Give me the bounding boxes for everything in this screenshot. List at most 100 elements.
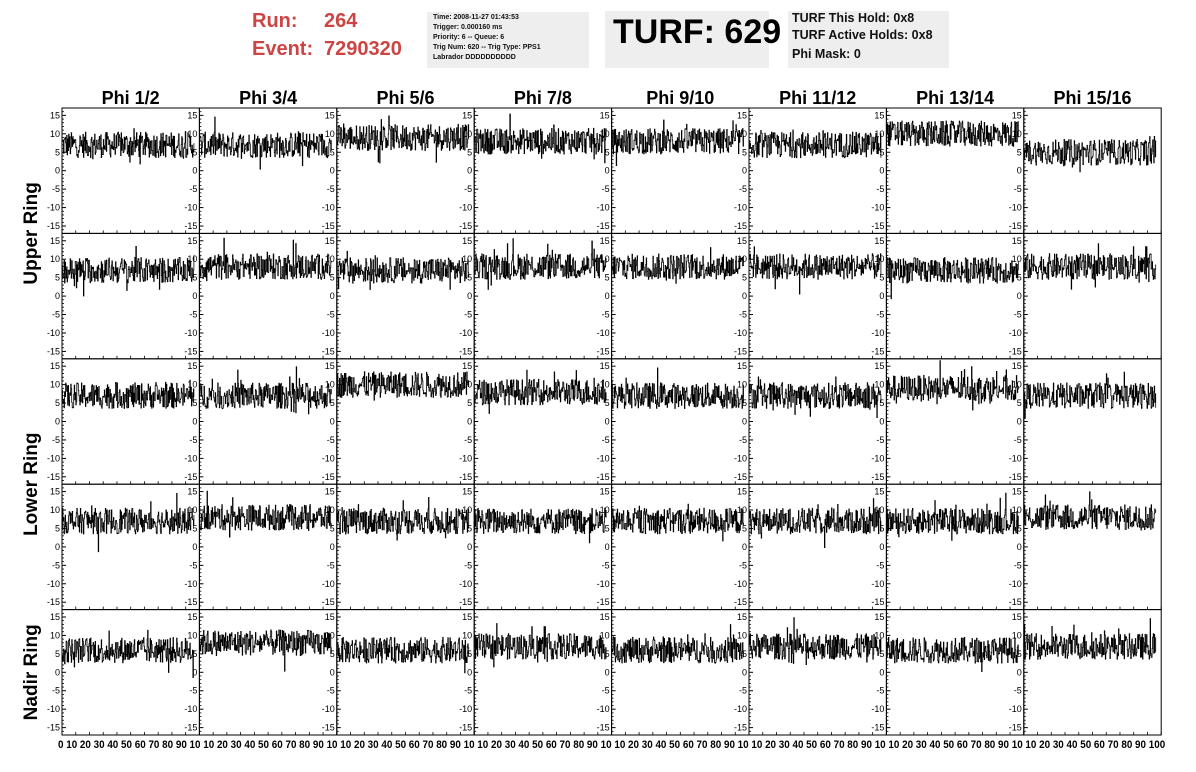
y-tick-label: 0	[742, 166, 747, 176]
y-tick-label: 0	[605, 542, 610, 552]
y-tick-label: -15	[734, 723, 747, 733]
y-tick-label: 0	[192, 291, 197, 301]
y-tick-label: -15	[871, 723, 884, 733]
waveform-trace	[473, 113, 607, 164]
y-tick-label: 0	[742, 667, 747, 677]
row-label: Lower Ring	[21, 432, 42, 535]
y-tick-label: 5	[605, 523, 610, 533]
y-tick-label: -15	[1009, 597, 1022, 607]
panel-frame	[1023, 232, 1162, 360]
y-tick-label: 15	[874, 110, 884, 120]
y-tick-label: -5	[327, 686, 335, 696]
y-tick-label: -10	[184, 203, 197, 213]
y-tick-label: -10	[322, 579, 335, 589]
y-tick-label: 5	[192, 523, 197, 533]
panel-frame	[336, 107, 475, 234]
y-tick-label: -10	[871, 328, 884, 338]
column-title: Phi 3/4	[239, 88, 297, 108]
y-tick-label: -10	[871, 704, 884, 714]
y-tick-label: 10	[50, 630, 60, 640]
y-tick-label: -5	[327, 310, 335, 320]
waveform-trace	[886, 257, 1019, 300]
panel-frame	[748, 107, 887, 234]
y-tick-label: 5	[605, 273, 610, 283]
y-tick-label: -15	[184, 723, 197, 733]
y-tick-label: -5	[1014, 686, 1022, 696]
y-tick-label: 10	[874, 380, 884, 390]
y-tick-label: -5	[464, 686, 472, 696]
y-tick-label: -5	[327, 435, 335, 445]
y-tick-label: -15	[47, 346, 60, 356]
y-tick-label: 10	[325, 630, 335, 640]
panel-frame	[748, 483, 887, 611]
y-tick-label: -10	[1009, 203, 1022, 213]
y-tick-label: 0	[879, 291, 884, 301]
panel-frame	[61, 483, 200, 611]
y-tick-label: 10	[50, 254, 60, 264]
y-tick-label: -10	[871, 579, 884, 589]
y-tick-label: -15	[1009, 221, 1022, 231]
y-tick-label: -5	[602, 310, 610, 320]
event-value: 7290320	[324, 38, 402, 60]
y-tick-label: 0	[55, 542, 60, 552]
y-tick-label: 10	[1012, 129, 1022, 139]
y-tick-label: 10	[462, 505, 472, 515]
y-tick-label: 0	[330, 291, 335, 301]
y-tick-label: 0	[1017, 166, 1022, 176]
y-tick-label: 10	[600, 380, 610, 390]
y-tick-label: 15	[1012, 612, 1022, 622]
y-tick-label: 0	[879, 417, 884, 427]
y-tick-label: -5	[876, 686, 884, 696]
y-tick-label: 10	[462, 254, 472, 264]
y-tick-label: -10	[184, 453, 197, 463]
y-tick-label: 10	[50, 129, 60, 139]
y-tick-label: 15	[325, 110, 335, 120]
waveform-trace	[61, 629, 195, 678]
y-tick-label: -10	[597, 328, 610, 338]
y-tick-label: -10	[597, 704, 610, 714]
y-tick-label: 0	[1017, 542, 1022, 552]
panel-frame	[885, 483, 1025, 611]
waveform-trace	[336, 497, 470, 541]
waveform-trace	[336, 250, 470, 290]
y-tick-label: -10	[322, 453, 335, 463]
y-tick-label: 0	[192, 417, 197, 427]
y-tick-label: -15	[871, 346, 884, 356]
y-tick-label: 5	[1017, 147, 1022, 157]
y-tick-label: 0	[605, 291, 610, 301]
y-tick-label: -5	[602, 686, 610, 696]
y-tick-label: -5	[189, 686, 197, 696]
y-tick-label: 15	[874, 487, 884, 497]
waveform-trace	[473, 369, 607, 414]
info-line-time: Time: 2008-11-27 01:43:53	[433, 14, 519, 21]
y-tick-label: 5	[879, 147, 884, 157]
y-tick-label: -5	[602, 560, 610, 570]
y-tick-label: 15	[187, 612, 197, 622]
y-tick-label: 0	[55, 667, 60, 677]
y-tick-label: -15	[322, 597, 335, 607]
y-tick-label: -5	[876, 435, 884, 445]
column-title: Phi 15/16	[1053, 88, 1131, 108]
panel-frame	[1023, 609, 1162, 736]
y-tick-label: 0	[742, 291, 747, 301]
y-tick-label: 0	[605, 417, 610, 427]
waveform-trace	[748, 498, 882, 548]
y-tick-label: 10	[737, 129, 747, 139]
y-tick-label: 0	[605, 667, 610, 677]
y-tick-label: 15	[874, 361, 884, 371]
y-tick-label: 15	[462, 236, 472, 246]
y-tick-label: -5	[739, 184, 747, 194]
info-line-trigger: Trigger: 0.000160 ms	[433, 24, 503, 31]
y-tick-label: -15	[871, 597, 884, 607]
y-tick-label: 0	[742, 417, 747, 427]
y-tick-label: -15	[184, 346, 197, 356]
y-tick-label: 10	[325, 505, 335, 515]
y-tick-label: 10	[737, 630, 747, 640]
y-tick-label: 0	[467, 291, 472, 301]
y-tick-label: 10	[737, 254, 747, 264]
panel-frame	[611, 107, 750, 234]
info-line-labrador: Labrador DDDDDDDDDD	[433, 54, 516, 61]
y-tick-label: -5	[1014, 184, 1022, 194]
y-tick-label: -5	[464, 435, 472, 445]
y-tick-label: 5	[330, 649, 335, 659]
